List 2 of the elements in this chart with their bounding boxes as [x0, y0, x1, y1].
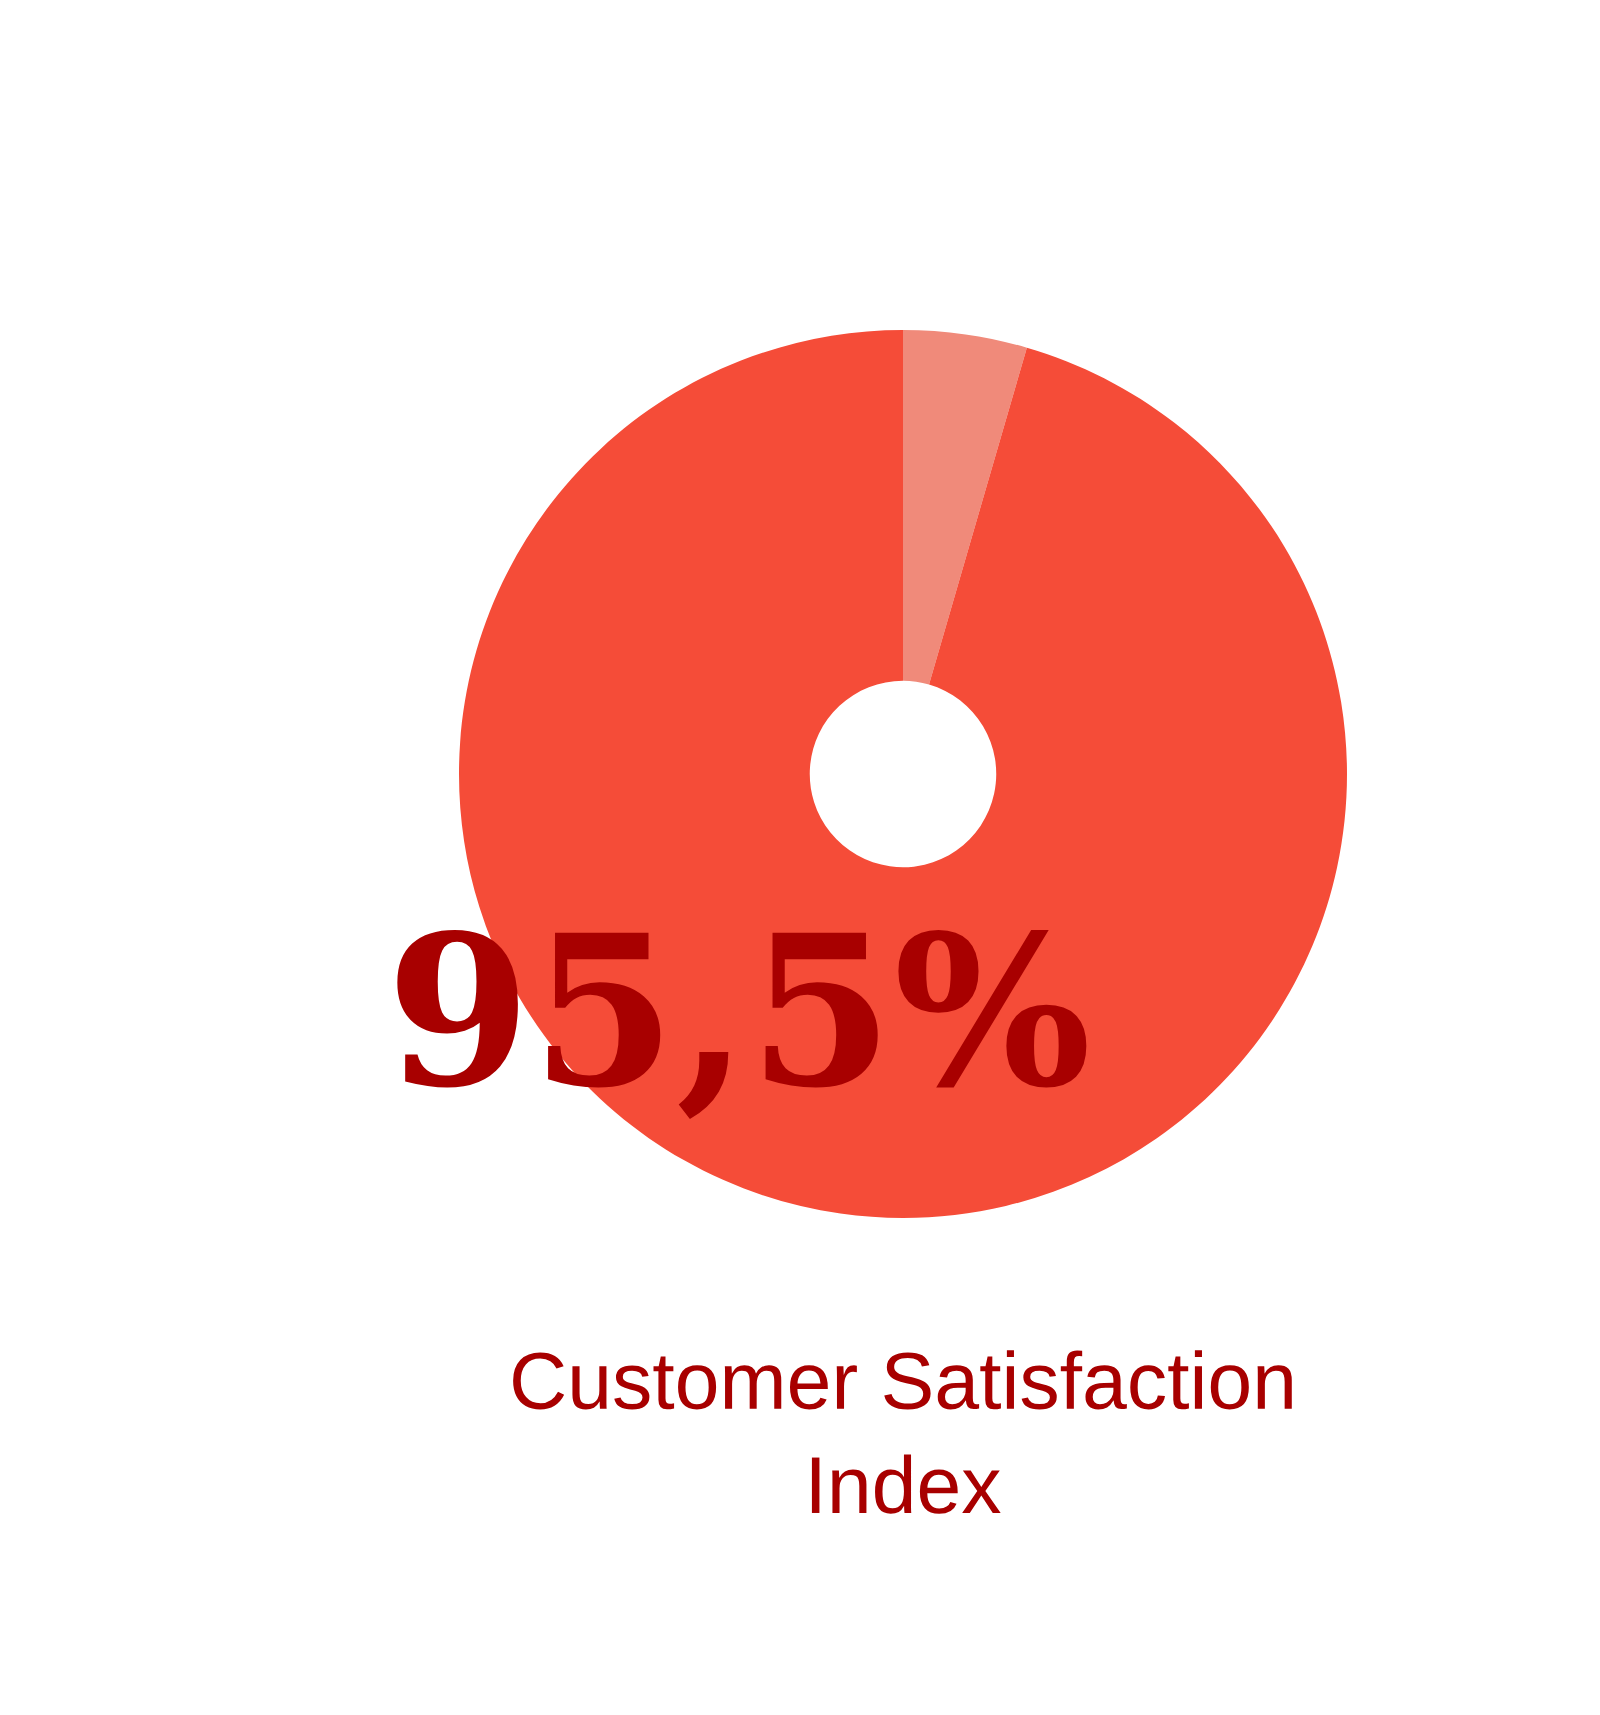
donut-slice	[903, 330, 1027, 685]
text: Customer Satisfaction Index	[513, 1350, 1292, 1514]
